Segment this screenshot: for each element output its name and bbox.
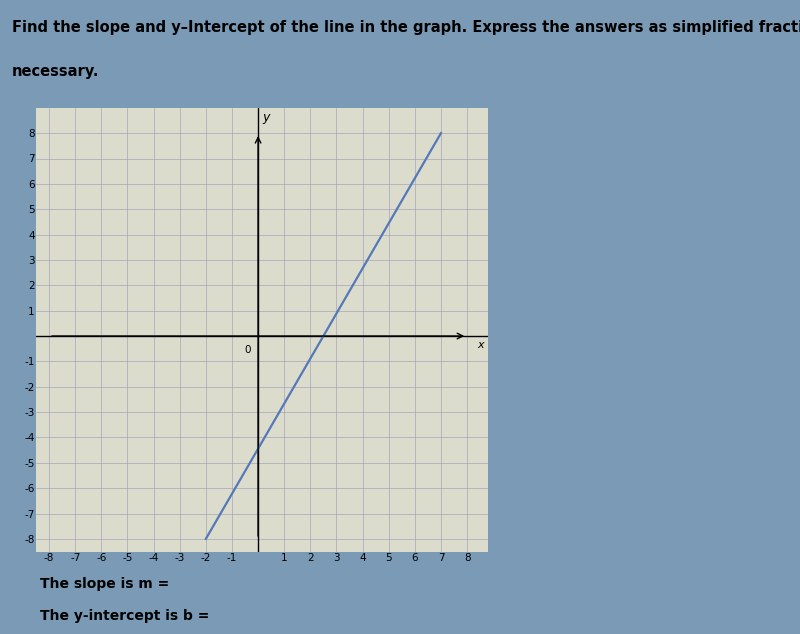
Text: The slope is m =: The slope is m = <box>40 577 170 591</box>
Text: y: y <box>262 112 270 124</box>
Text: The y-intercept is b =: The y-intercept is b = <box>40 609 210 623</box>
Text: 0: 0 <box>244 345 251 355</box>
Text: necessary.: necessary. <box>12 64 99 79</box>
Text: Find the slope and y–Intercept of the line in the graph. Express the answers as : Find the slope and y–Intercept of the li… <box>12 20 800 35</box>
Text: x: x <box>478 340 484 350</box>
